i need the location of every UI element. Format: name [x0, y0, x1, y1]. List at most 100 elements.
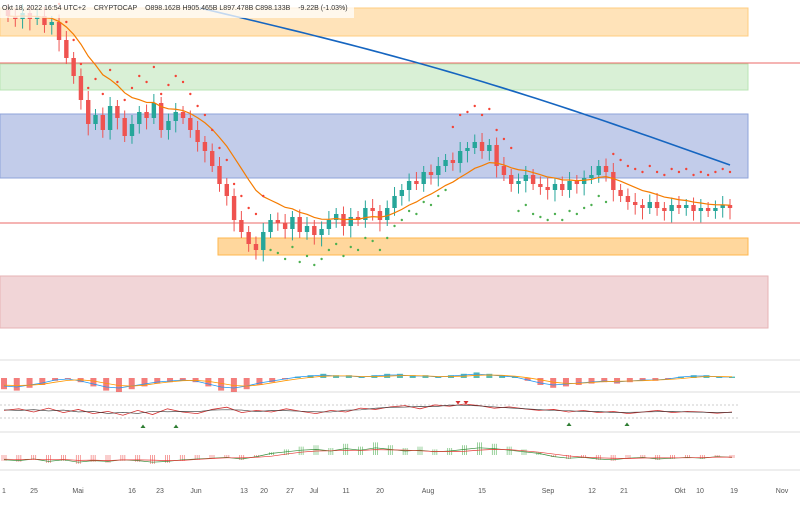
candle-body	[355, 217, 361, 220]
sar-dot	[181, 80, 185, 84]
sar-dot	[101, 92, 105, 96]
candle-body	[632, 202, 638, 205]
x-tick-label: Aug	[422, 488, 435, 495]
sar-dot	[510, 146, 513, 150]
signal-marker	[455, 401, 461, 405]
macd-bar	[550, 378, 557, 388]
candle-body	[720, 205, 725, 208]
sar-dot	[196, 104, 199, 108]
sar-dot	[138, 74, 141, 78]
ema-line	[7, 15, 731, 221]
candle-body	[713, 208, 718, 211]
macd-bar	[52, 378, 59, 381]
candle-body	[581, 178, 587, 184]
sar-dot	[626, 164, 630, 168]
x-tick-label: 11	[342, 488, 349, 495]
candle-body	[414, 181, 419, 184]
candle-body	[479, 142, 485, 151]
candle-body	[611, 172, 616, 190]
macd-bar	[39, 378, 46, 385]
candle-body	[574, 181, 580, 184]
header-date: Okt 18, 2022 16:54 UTC+2	[2, 5, 86, 12]
sar-dot	[291, 245, 294, 249]
macd-bar	[486, 373, 493, 378]
sar-dot	[517, 209, 520, 213]
macd-bar	[562, 378, 569, 387]
x-tick-label: 10	[696, 488, 704, 495]
sar-dot	[218, 146, 221, 150]
sar-dot	[641, 170, 644, 174]
sar-dot	[670, 167, 673, 171]
macd-bar	[26, 378, 33, 388]
x-tick-label: 13	[240, 488, 248, 495]
sar-dot	[437, 194, 440, 198]
x-tick-label: 25	[30, 488, 38, 495]
sar-dot	[714, 170, 717, 174]
macd-bar	[575, 378, 582, 385]
macd-bar	[499, 375, 506, 378]
x-tick-label: 23	[156, 488, 164, 495]
macd-bar	[218, 378, 225, 391]
sar-dot	[189, 92, 192, 96]
x-tick-label: 19	[730, 488, 738, 495]
candle-body	[158, 103, 164, 130]
macd-bar	[626, 378, 633, 383]
candle-body	[472, 142, 477, 148]
candle-body	[239, 220, 244, 232]
macd-bar	[256, 378, 263, 385]
candle-body	[727, 205, 733, 208]
macd-bar	[614, 378, 621, 384]
sar-dot	[87, 86, 90, 90]
sar-dot	[203, 113, 207, 117]
macd-bar	[103, 378, 110, 391]
sar-dot	[429, 203, 433, 207]
sar-dot	[633, 167, 637, 171]
candle-body	[188, 118, 193, 130]
macd-bar	[1, 378, 7, 390]
candle-body	[487, 145, 492, 151]
macd-bar	[115, 378, 122, 392]
candle-body	[290, 217, 295, 229]
sar-dot	[262, 194, 265, 198]
x-tick-label: Sep	[542, 488, 555, 495]
sar-dot	[568, 209, 571, 213]
sar-dot	[502, 137, 506, 141]
candle-body	[129, 124, 135, 136]
candle-body	[180, 112, 186, 118]
candle-body	[450, 160, 456, 163]
macd-bar	[154, 378, 161, 384]
sar-dot	[590, 203, 593, 207]
macd-bar	[128, 378, 135, 390]
candle-body	[173, 112, 178, 121]
candle-body	[399, 190, 405, 196]
candle-body	[625, 196, 631, 202]
sar-dot	[378, 248, 382, 252]
candle-body	[567, 181, 572, 190]
candle-body	[64, 40, 69, 58]
sar-dot	[612, 152, 615, 156]
x-tick-label: 15	[478, 488, 486, 495]
x-tick-label: 1	[2, 488, 6, 495]
macd-bar	[243, 378, 250, 390]
sar-dot	[225, 158, 228, 162]
sar-dot	[152, 65, 156, 69]
macd-bar	[601, 378, 608, 383]
sar-dot	[240, 194, 243, 198]
candle-body	[428, 172, 434, 175]
sar-dot	[473, 104, 476, 108]
signal-marker	[140, 424, 146, 428]
sar-dot	[685, 167, 688, 171]
candle-body	[516, 181, 521, 184]
sar-dot	[553, 212, 557, 216]
sar-dot	[79, 62, 83, 66]
candle-body	[640, 205, 645, 208]
candle-body	[691, 205, 696, 211]
sar-dot	[451, 125, 455, 129]
sar-dot	[480, 113, 484, 117]
candle-body	[494, 145, 499, 166]
rsi-line	[3, 403, 733, 416]
macd-signal-line	[3, 374, 733, 387]
x-tick-label: Mai	[72, 488, 84, 495]
x-tick-label: Jun	[190, 488, 201, 495]
